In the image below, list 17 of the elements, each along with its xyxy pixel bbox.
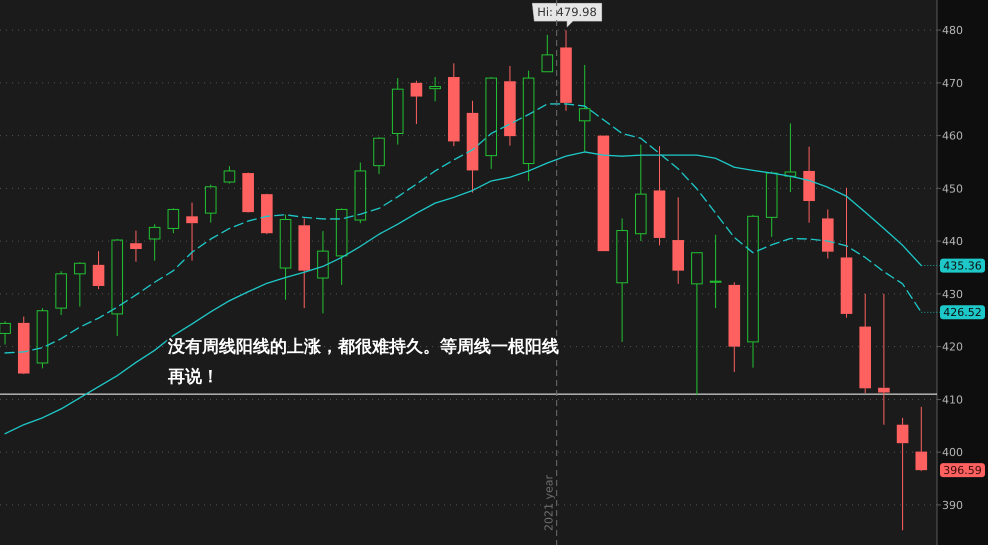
y-tick-label: 440 <box>942 235 963 248</box>
annotation: 没有周线阳线的上涨，都很难持久。等周线一根阳线再说！ <box>168 337 559 387</box>
y-tick-label: 410 <box>942 393 963 406</box>
y-tick-label: 420 <box>942 340 963 354</box>
annotation: 2021 year <box>542 474 556 531</box>
close-label: 396.59 <box>940 463 985 478</box>
data-label: 435.36 <box>943 260 982 273</box>
y-tick-label: 390 <box>942 498 963 512</box>
annotation: Hi: 479.98 <box>532 2 602 28</box>
data-label: 426.52 <box>943 306 982 320</box>
y-tick-label: 430 <box>942 288 963 301</box>
y-tick-label: 470 <box>942 76 963 90</box>
y-tick-label: 460 <box>942 130 963 143</box>
y-tick-label: 480 <box>942 24 963 38</box>
annotation: Hi: 479.98 <box>537 5 597 20</box>
y-tick-label: 450 <box>942 182 963 196</box>
y-tick-label: 400 <box>942 446 963 460</box>
